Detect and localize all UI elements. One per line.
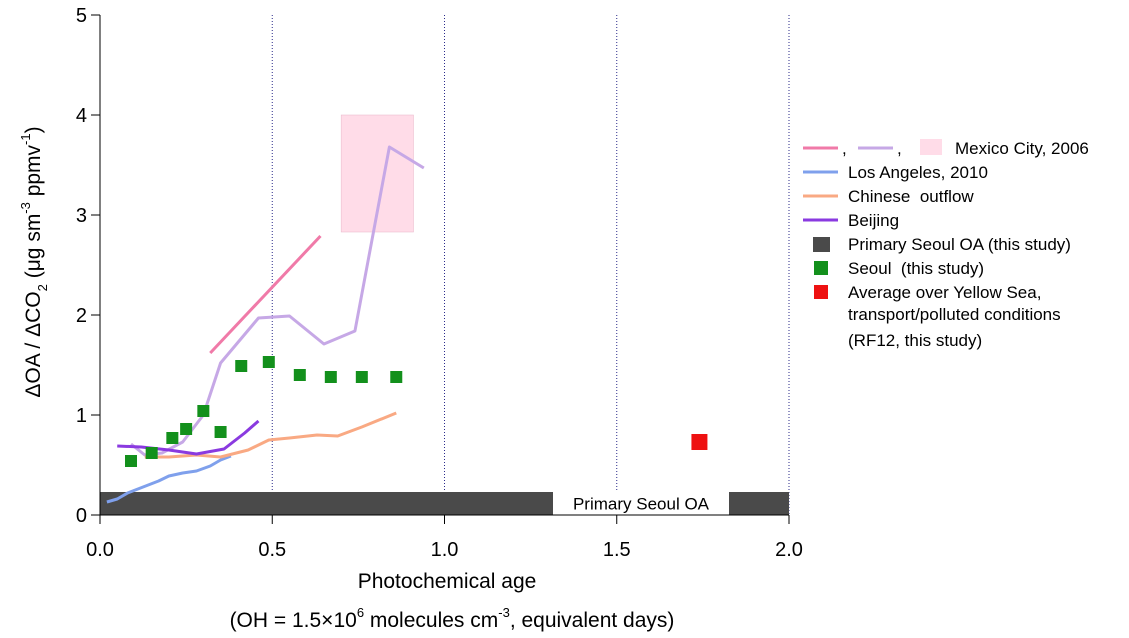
y-axis-title: ΔOA / ΔCO2 (μg sm-3 ppmv-1) (18, 126, 50, 397)
y-tick-label-5: 5 (76, 5, 87, 27)
series-line-mexico_lavender (130, 145, 425, 457)
seoul-point-9 (324, 371, 337, 383)
legend: , , Mexico City, 2006 Los Angeles, 2010 … (803, 139, 1089, 350)
legend-label-beijing: Beijing (848, 211, 899, 230)
seoul-point-8 (293, 369, 306, 381)
plot-area: Primary Seoul OA 0 1 2 3 4 5 0.0 0.5 1.0 1.5 2.0 (76, 5, 803, 561)
x-tick-label-3: 1.5 (603, 539, 631, 561)
legend-entry-chinese-outflow: Chinese outflow (803, 187, 974, 206)
legend-label-mexico-city: Mexico City, 2006 (955, 139, 1089, 158)
seoul-point-3 (180, 423, 193, 435)
primary-seoul-band-layer: Primary Seoul OA (100, 491, 789, 516)
legend-label-los-angeles: Los Angeles, 2010 (848, 163, 988, 182)
series-lines (106, 145, 425, 504)
x-axis-subtitle: (OH = 1.5×106 molecules cm-3, equivalent… (230, 605, 675, 632)
series-line-mexico_pink (209, 234, 322, 355)
legend-label-yellow-sea-2: transport/polluted conditions (848, 305, 1061, 324)
seoul-point-1 (145, 447, 158, 459)
seoul-point-11 (390, 371, 403, 383)
legend-entry-primary-seoul: Primary Seoul OA (this study) (813, 235, 1071, 254)
series-line-chinese_outflow (144, 411, 397, 459)
legend-seoul-marker (814, 261, 828, 275)
primary-seoul-band-label: Primary Seoul OA (573, 495, 710, 514)
axes: 0 1 2 3 4 5 0.0 0.5 1.0 1.5 2.0 (76, 5, 803, 561)
seoul-point-4 (197, 405, 210, 417)
legend-label-yellow-sea-1: Average over Yellow Sea, (848, 283, 1041, 302)
seoul-point-0 (125, 455, 138, 467)
legend-entry-seoul: Seoul (this study) (814, 259, 984, 278)
legend-label-yellow-sea-3: (RF12, this study) (848, 331, 982, 350)
primary-seoul-label-bg (553, 491, 729, 516)
grid-lines (99, 15, 790, 515)
y-tick-label-2: 2 (76, 305, 87, 327)
series-line-beijing (117, 419, 260, 456)
x-tick-label-1: 0.5 (258, 539, 286, 561)
series-points (125, 356, 708, 467)
seoul-point-6 (235, 360, 248, 372)
seoul-point-10 (355, 371, 368, 383)
y-tick-label-3: 3 (76, 205, 87, 227)
legend-entry-beijing: Beijing (803, 211, 899, 230)
y-tick-label-4: 4 (76, 105, 87, 127)
legend-entry-mexico-city: , , Mexico City, 2006 (803, 139, 1089, 158)
series-line-los_angeles (106, 454, 232, 504)
legend-comma-1: , (842, 139, 847, 158)
legend-label-primary-seoul: Primary Seoul OA (this study) (848, 235, 1071, 254)
y-tick-label-1: 1 (76, 405, 87, 427)
legend-yellow-sea-marker (814, 285, 828, 299)
y-tick-label-0: 0 (76, 505, 87, 527)
legend-label-chinese-outflow: Chinese outflow (848, 187, 974, 206)
seoul-point-5 (214, 426, 227, 438)
x-tick-label-4: 2.0 (775, 539, 803, 561)
x-tick-label-2: 1.0 (431, 539, 459, 561)
legend-primary-seoul-swatch (813, 237, 830, 252)
x-axis-title: Photochemical age (358, 570, 537, 593)
legend-comma-2: , (897, 139, 902, 158)
legend-label-seoul: Seoul (this study) (848, 259, 984, 278)
legend-entry-yellow-sea: Average over Yellow Sea, transport/pollu… (814, 283, 1061, 350)
legend-entry-los-angeles: Los Angeles, 2010 (803, 163, 988, 182)
yellow-sea-point (691, 434, 708, 450)
x-tick-label-0: 0.0 (86, 539, 114, 561)
seoul-point-2 (166, 432, 179, 444)
legend-mexico-box-swatch (920, 139, 942, 155)
seoul-point-7 (262, 356, 275, 368)
